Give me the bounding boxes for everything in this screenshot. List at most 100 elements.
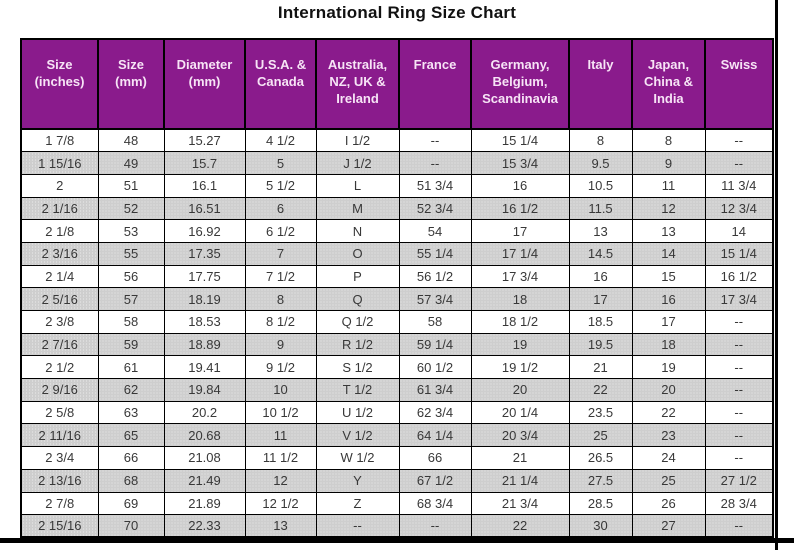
table-cell: O — [315, 241, 400, 266]
table-row: 2 9/16 62 19.84 10 T 1/2 61 3/4 20 22 20 -- — [20, 378, 774, 402]
table-cell: Y — [315, 468, 400, 493]
table-row: 2 7/8 69 21.89 12 1/2 Z 68 3/4 21 3/4 28.5 26 28 … — [20, 491, 774, 516]
table-cell: 68 3/4 — [398, 491, 472, 516]
column-header: U.S.A. & Canada — [244, 38, 317, 130]
table-cell: 8 — [631, 128, 706, 153]
table-cell: 12 — [631, 196, 706, 221]
table-cell: I 1/2 — [315, 128, 400, 153]
table-cell: 26.5 — [568, 446, 633, 470]
table-cell: 67 1/2 — [398, 468, 472, 493]
page-title: International Ring Size Chart — [277, 3, 517, 22]
table-cell: 26 — [631, 491, 706, 516]
table-cell: 16.1 — [163, 173, 246, 198]
table-cell: 13 — [244, 514, 317, 538]
table-cell: 57 3/4 — [398, 287, 472, 311]
column-header: France — [398, 38, 472, 130]
table-row: 2 7/16 59 18.89 9 R 1/2 59 1/4 19 19.5 18 -- — [20, 332, 774, 357]
table-cell: 15.7 — [163, 151, 246, 175]
table-cell: 5 1/2 — [244, 173, 317, 198]
table-cell: 55 1/4 — [398, 241, 472, 266]
table-cell: 2 3/8 — [20, 310, 99, 334]
table-cell: 16 — [470, 173, 570, 198]
table-cell: 16.92 — [163, 219, 246, 243]
table-cell: 48 — [97, 128, 165, 153]
table-cell: 30 — [568, 514, 633, 538]
table-cell: 9 — [631, 151, 706, 175]
table-cell: 2 11/16 — [20, 423, 99, 448]
table-cell: 15 3/4 — [470, 151, 570, 175]
table-cell: 2 1/2 — [20, 355, 99, 380]
table-cell: 8 1/2 — [244, 310, 317, 334]
table-cell: 8 — [244, 287, 317, 311]
table-cell: 68 — [97, 468, 165, 493]
table-cell: 1 7/8 — [20, 128, 99, 153]
table-cell: 6 1/2 — [244, 219, 317, 243]
table-cell: 18.5 — [568, 310, 633, 334]
table-cell: V 1/2 — [315, 423, 400, 448]
column-header: Japan, China & India — [631, 38, 706, 130]
table-row: 2 5/8 63 20.2 10 1/2 U 1/2 62 3/4 20 1/4 23.5 22… — [20, 400, 774, 425]
table-cell: 23 — [631, 423, 706, 448]
table-cell: 20 3/4 — [470, 423, 570, 448]
table-cell: 18.89 — [163, 332, 246, 357]
table-cell: 25 — [568, 423, 633, 448]
table-cell: 15.27 — [163, 128, 246, 153]
table-cell: 66 — [97, 446, 165, 470]
table-cell: J 1/2 — [315, 151, 400, 175]
table-cell: 2 — [20, 173, 99, 198]
table-cell: 17 3/4 — [704, 287, 774, 311]
table-cell: 18 1/2 — [470, 310, 570, 334]
table-cell: 17.75 — [163, 264, 246, 289]
table-cell: 70 — [97, 514, 165, 538]
table-cell: 11.5 — [568, 196, 633, 221]
table-cell: 13 — [631, 219, 706, 243]
table-cell: 18 — [631, 332, 706, 357]
table-cell: -- — [398, 514, 472, 538]
table-cell: 2 15/16 — [20, 514, 99, 538]
table-cell: 21.08 — [163, 446, 246, 470]
table-cell: 21.49 — [163, 468, 246, 493]
table-cell: 23.5 — [568, 400, 633, 425]
table-cell: 52 3/4 — [398, 196, 472, 221]
table-cell: 19.41 — [163, 355, 246, 380]
table-cell: 2 5/8 — [20, 400, 99, 425]
table-cell: W 1/2 — [315, 446, 400, 470]
table-cell: 51 3/4 — [398, 173, 472, 198]
column-header: Size (inches) — [20, 38, 99, 130]
table-cell: 49 — [97, 151, 165, 175]
table-cell: 20.68 — [163, 423, 246, 448]
table-row: 1 15/16 49 15.7 5 J 1/2 -- 15 3/4 9.5 9 -- — [20, 151, 774, 175]
table-body: 1 7/8 48 15.27 4 1/2 I 1/2 -- 15 1/4 8 8 -- 1 15/1… — [20, 128, 774, 538]
table-cell: 58 — [97, 310, 165, 334]
table-cell: 20 — [631, 378, 706, 402]
table-cell: 15 1/4 — [470, 128, 570, 153]
table-cell: 7 1/2 — [244, 264, 317, 289]
column-header: Swiss — [704, 38, 774, 130]
table-cell: 2 1/4 — [20, 264, 99, 289]
table-cell: T 1/2 — [315, 378, 400, 402]
table-cell: 22.33 — [163, 514, 246, 538]
table-cell: 27 — [631, 514, 706, 538]
table-cell: 13 — [568, 219, 633, 243]
table-cell: 6 — [244, 196, 317, 221]
table-cell: -- — [704, 151, 774, 175]
table-cell: 12 — [244, 468, 317, 493]
table-cell: 4 1/2 — [244, 128, 317, 153]
table-cell: Q 1/2 — [315, 310, 400, 334]
table-cell: -- — [704, 514, 774, 538]
table-cell: 2 9/16 — [20, 378, 99, 402]
table-cell: 11 3/4 — [704, 173, 774, 198]
table-cell: 16.51 — [163, 196, 246, 221]
table-cell: Z — [315, 491, 400, 516]
table-cell: 20.2 — [163, 400, 246, 425]
ring-size-table: Size (inches) Size (mm) Diameter (mm) U.S.A… — [20, 38, 774, 539]
table-cell: 19 — [631, 355, 706, 380]
column-header: Italy — [568, 38, 633, 130]
table-cell: 19.84 — [163, 378, 246, 402]
table-row: 2 3/16 55 17.35 7 O 55 1/4 17 1/4 14.5 14 15 1/4 — [20, 241, 774, 266]
table-row: 2 3/4 66 21.08 11 1/2 W 1/2 66 21 26.5 24 -- — [20, 446, 774, 470]
table-cell: 18.53 — [163, 310, 246, 334]
table-cell: 17 — [470, 219, 570, 243]
table-cell: 69 — [97, 491, 165, 516]
table-cell: 9 1/2 — [244, 355, 317, 380]
